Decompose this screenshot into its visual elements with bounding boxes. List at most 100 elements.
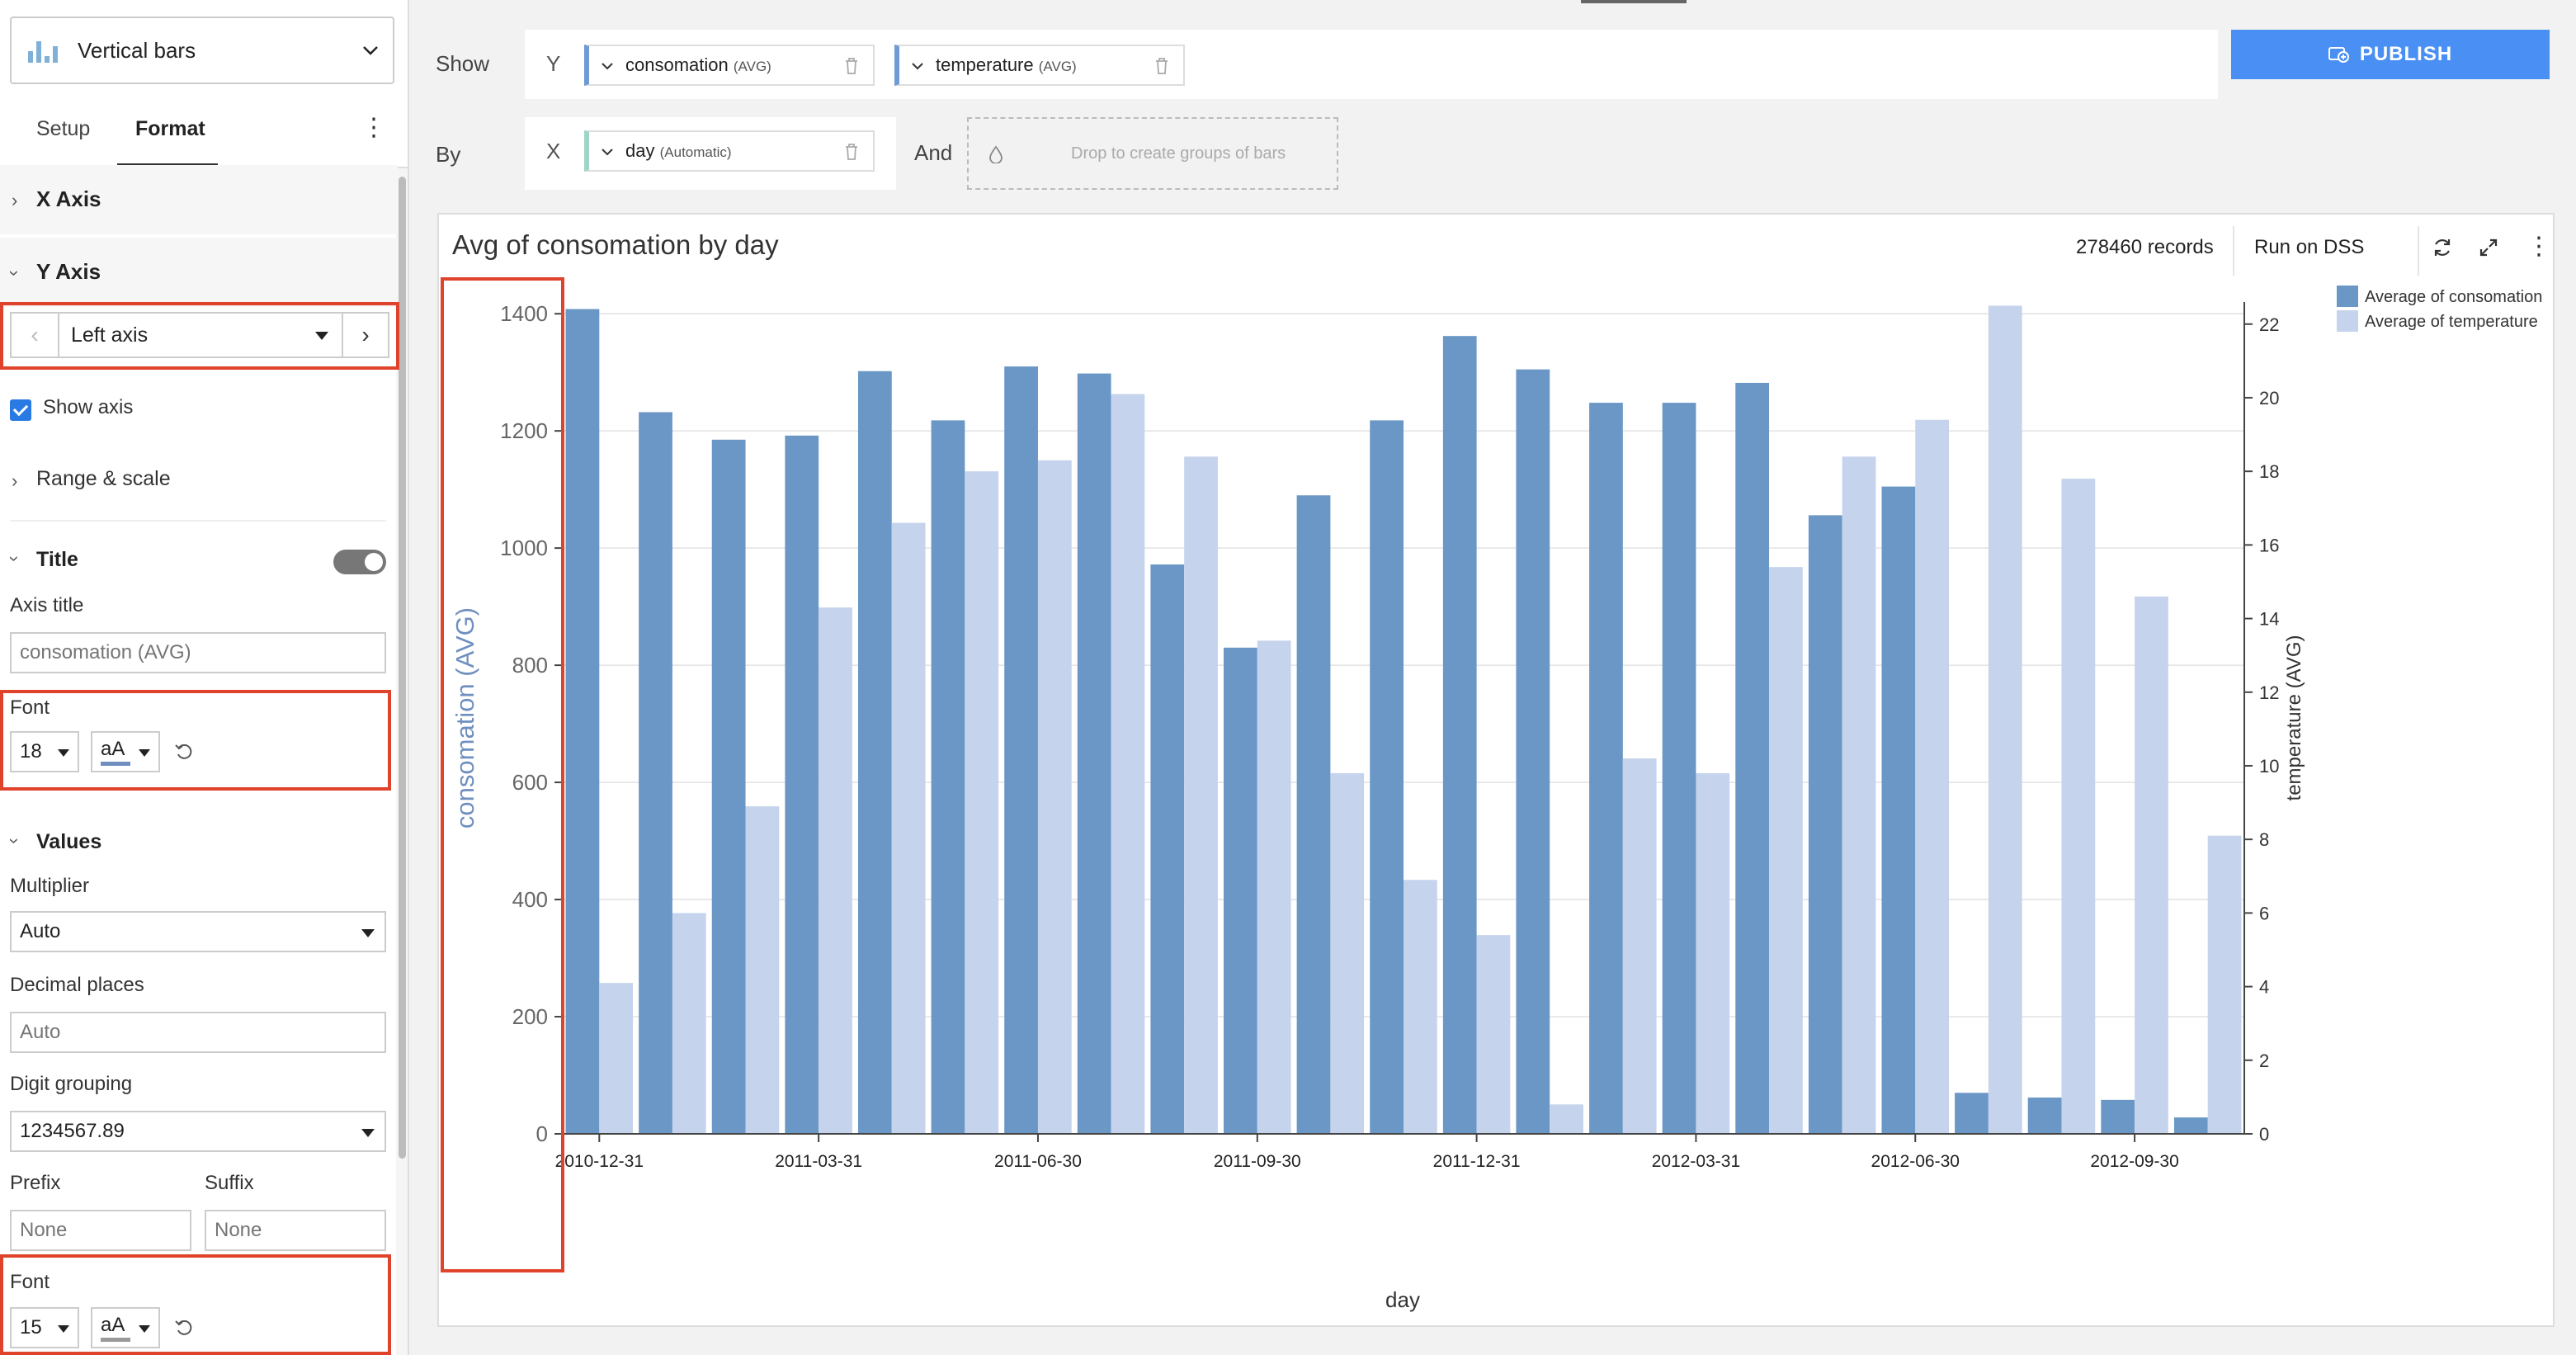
y2-tick-label: 4 xyxy=(2259,977,2269,998)
show-axis-checkbox[interactable] xyxy=(10,399,31,421)
values-font-size-select[interactable]: 15 xyxy=(10,1307,79,1348)
publish-button[interactable]: PUBLISH xyxy=(2231,30,2550,79)
bar-consomation xyxy=(1955,1093,1989,1134)
digit-grouping-select[interactable]: 1234567.89 xyxy=(10,1111,386,1152)
y-tick-label: 200 xyxy=(512,1004,548,1029)
previous-axis-button[interactable]: ‹ xyxy=(31,322,39,347)
bar-consomation xyxy=(1662,403,1696,1134)
x-shelf-axis-label: X xyxy=(546,139,561,163)
bar-consomation xyxy=(1004,366,1038,1135)
bar-temperature xyxy=(1915,419,1950,1134)
y-pill-consomation[interactable]: consomation (AVG) xyxy=(584,45,875,86)
chevron-right-icon: › xyxy=(12,190,18,210)
chevron-down-icon xyxy=(602,149,613,156)
section-x-axis-label: X Axis xyxy=(36,186,101,211)
pill-name: day xyxy=(625,140,655,161)
x-tick-label: 2011-12-31 xyxy=(1433,1152,1521,1171)
section-y-axis[interactable]: › Y Axis xyxy=(0,238,398,307)
y2-tick-label: 0 xyxy=(2259,1124,2269,1145)
y2-tick-label: 14 xyxy=(2259,609,2279,630)
bar-temperature xyxy=(1550,1104,1583,1134)
values-font-color-select[interactable]: aA xyxy=(91,1307,160,1348)
decimal-places-input[interactable] xyxy=(10,1012,386,1053)
y-tick-label: 1200 xyxy=(500,418,548,443)
caret-down-icon xyxy=(139,749,150,757)
panel-scrollbar-thumb[interactable] xyxy=(399,177,406,1159)
x-tick-label: 2012-09-30 xyxy=(2090,1152,2178,1171)
axis-title-input[interactable] xyxy=(10,632,386,673)
y2-tick-label: 18 xyxy=(2259,461,2279,482)
x-tick-label: 2012-06-30 xyxy=(1871,1152,1960,1171)
reset-icon[interactable] xyxy=(173,741,195,762)
title-font-size-select[interactable]: 18 xyxy=(10,731,79,772)
chevron-down-icon xyxy=(912,63,923,70)
more-options-icon[interactable]: ⋮ xyxy=(2526,233,2551,260)
highlight-y-axis xyxy=(441,277,564,1272)
bar-consomation xyxy=(1589,403,1623,1134)
format-panel: Vertical bars Setup Format ⋮ › X Axis › … xyxy=(0,0,409,1355)
bar-consomation xyxy=(2027,1097,2062,1134)
show-axis-label: Show axis xyxy=(43,396,134,418)
reset-icon[interactable] xyxy=(173,1317,195,1338)
trash-icon[interactable] xyxy=(843,142,860,162)
bar-temperature xyxy=(2061,479,2096,1134)
publish-label: PUBLISH xyxy=(2359,43,2453,65)
refresh-icon[interactable] xyxy=(2431,236,2454,259)
suffix-input[interactable] xyxy=(205,1210,386,1251)
show-label: Show xyxy=(436,51,490,76)
chart-type-dropdown[interactable]: Vertical bars xyxy=(10,17,394,84)
next-axis-button[interactable]: › xyxy=(342,314,388,356)
title-toggle[interactable] xyxy=(333,550,386,574)
group-drop-zone[interactable]: Drop to create groups of bars xyxy=(967,117,1338,190)
multiplier-select[interactable]: Auto xyxy=(10,911,386,952)
decimal-places-label: Decimal places xyxy=(10,974,144,996)
drop-zone-text: Drop to create groups of bars xyxy=(1071,144,1286,163)
digit-grouping-label: Digit grouping xyxy=(10,1073,133,1095)
prefix-input[interactable] xyxy=(10,1210,191,1251)
values-font-size-value: 15 xyxy=(20,1316,42,1338)
caret-down-icon xyxy=(58,1325,69,1333)
bar-consomation xyxy=(1442,336,1477,1134)
bar-temperature xyxy=(819,607,852,1134)
title-font-color-select[interactable]: aA xyxy=(91,731,160,772)
tab-setup[interactable]: Setup xyxy=(36,117,91,140)
run-on-dss-button[interactable]: Run on DSS xyxy=(2254,236,2365,258)
x-tick-label: 2012-03-31 xyxy=(1652,1152,1740,1171)
section-y-axis-label: Y Axis xyxy=(36,259,101,284)
title-font-color-swatch xyxy=(101,762,130,766)
y-tick-label: 0 xyxy=(536,1121,548,1146)
chart-plot: 0 200 400 600 800 1000 1200 1400 0 2 4 6 8 10 12 14 16 18… xyxy=(451,286,2542,1312)
bar-temperature xyxy=(745,806,780,1134)
bar-consomation xyxy=(711,439,746,1134)
caret-down-icon xyxy=(315,332,328,340)
chart-card: Avg of consomation by day 278460 records… xyxy=(437,213,2555,1327)
y-tick-label: 400 xyxy=(512,887,548,912)
tab-format[interactable]: Format xyxy=(135,117,205,140)
font-style-label: aA xyxy=(101,738,125,760)
y2-tick-label: 22 xyxy=(2259,314,2279,335)
axis-select[interactable]: Left axis xyxy=(58,314,342,356)
y2-tick-label: 8 xyxy=(2259,829,2269,850)
y-tick-label: 1400 xyxy=(500,301,548,326)
highlight-values-font xyxy=(0,1254,391,1355)
bar-temperature xyxy=(965,471,999,1134)
expand-icon[interactable] xyxy=(2477,236,2500,259)
section-x-axis[interactable]: › X Axis xyxy=(0,165,398,234)
trash-icon[interactable] xyxy=(843,56,860,76)
section-values-label: Values xyxy=(36,830,102,853)
y2-tick-label: 10 xyxy=(2259,756,2279,777)
y-pill-temperature[interactable]: temperature (AVG) xyxy=(894,45,1185,86)
chart-type-label: Vertical bars xyxy=(78,37,196,63)
more-options-icon[interactable]: ⋮ xyxy=(361,114,386,141)
bar-consomation xyxy=(785,435,819,1134)
y-shelf-axis-label: Y xyxy=(546,51,561,76)
x-pill-day[interactable]: day (Automatic) xyxy=(584,130,875,172)
trash-icon[interactable] xyxy=(1154,56,1170,76)
bar-consomation xyxy=(2173,1117,2208,1134)
range-scale-toggle[interactable]: Range & scale xyxy=(36,467,171,490)
x-axis-title: day xyxy=(1385,1287,1420,1312)
pill-aggregation: (AVG) xyxy=(1038,59,1077,74)
pill-name: temperature xyxy=(936,54,1034,75)
bar-temperature xyxy=(1696,772,1730,1134)
x-tick-label: 2010-12-31 xyxy=(555,1152,644,1171)
